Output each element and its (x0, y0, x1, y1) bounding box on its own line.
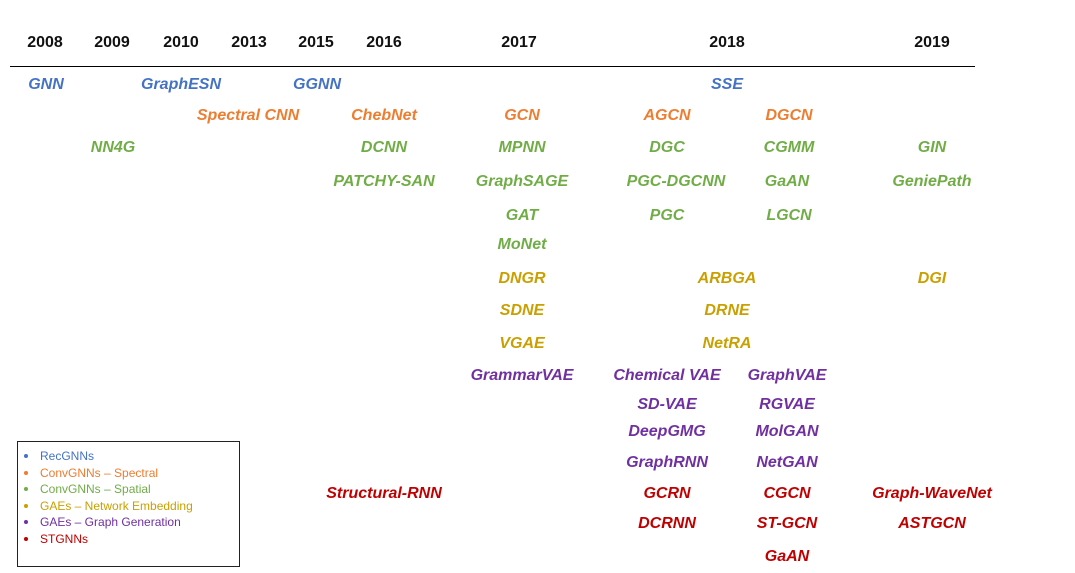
legend-label: GAEs – Graph Generation (40, 515, 181, 530)
model-label-gcn: GCN (504, 107, 540, 124)
legend-bullet-icon (24, 520, 28, 525)
model-label-pgc-dgcnn: PGC-DGCNN (626, 173, 726, 190)
legend-bullet-icon (24, 454, 28, 459)
model-label-ggnn: GGNN (293, 76, 341, 93)
year-label-2013: 2013 (231, 34, 267, 51)
legend-bullet-icon (24, 470, 28, 475)
model-label-nn4g: NN4G (90, 139, 136, 156)
model-label-dgi: DGI (917, 270, 947, 287)
legend-label: RecGNNs (40, 449, 95, 464)
year-label-2008: 2008 (27, 34, 63, 51)
model-label-drne: DRNE (704, 302, 750, 319)
model-label-dcrnn: DCRNN (638, 515, 696, 532)
model-label-deepgmg: DeepGMG (628, 423, 706, 440)
model-label-molgan: MolGAN (755, 423, 819, 440)
model-label-dgc: DGC (649, 139, 685, 156)
model-label-chebnet: ChebNet (351, 107, 417, 124)
legend-label: ConvGNNs – Spatial (40, 482, 151, 497)
model-label-netra: NetRA (702, 335, 752, 352)
model-label-rgvae: RGVAE (759, 396, 815, 413)
model-label-netgan: NetGAN (756, 454, 818, 471)
model-label-cgcn: CGCN (763, 485, 811, 502)
model-label-astgcn: ASTGCN (898, 515, 966, 532)
model-label-patchy-san: PATCHY-SAN (333, 173, 435, 190)
model-label-sse: SSE (710, 76, 744, 93)
model-label-dcnn: DCNN (360, 139, 408, 156)
model-label-sd-vae: SD-VAE (637, 396, 697, 413)
model-label-graphvae: GraphVAE (747, 367, 827, 384)
model-label-graph-wavenet: Graph-WaveNet (872, 485, 992, 502)
legend: RecGNNs ConvGNNs – Spectral ConvGNNs – Spa… (17, 441, 240, 567)
model-label-graphsage: GraphSAGE (475, 173, 569, 190)
model-label-dngr: DNGR (498, 270, 546, 287)
year-label-2010: 2010 (163, 34, 199, 51)
legend-item: GAEs – Network Embedding (24, 498, 239, 515)
model-label-gaan: GaAN (764, 548, 810, 565)
model-label-graphrnn: GraphRNN (626, 454, 708, 471)
legend-label: ConvGNNs – Spectral (40, 465, 159, 480)
model-label-geniepath: GeniePath (892, 173, 972, 190)
year-label-2015: 2015 (298, 34, 334, 51)
legend-label: STGNNs (40, 531, 88, 546)
model-label-gat: GAT (505, 207, 539, 224)
legend-bullet-icon (24, 487, 28, 492)
model-label-gnn: GNN (28, 76, 64, 93)
legend-bullet-icon (24, 503, 28, 508)
year-label-2016: 2016 (366, 34, 402, 51)
model-label-gaan: GaAN (764, 173, 810, 190)
legend-item: RecGNNs (24, 448, 239, 465)
model-label-pgc: PGC (649, 207, 685, 224)
legend-item: ConvGNNs – Spatial (24, 481, 239, 498)
model-label-sdne: SDNE (499, 302, 545, 319)
legend-item: GAEs – Graph Generation (24, 514, 239, 531)
model-label-gcrn: GCRN (643, 485, 691, 502)
model-label-dgcn: DGCN (765, 107, 813, 124)
model-label-gin: GIN (917, 139, 947, 156)
model-label-agcn: AGCN (643, 107, 691, 124)
timeline-axis-line (10, 66, 975, 67)
legend-bullet-icon (24, 536, 28, 541)
year-label-2018: 2018 (709, 34, 745, 51)
model-label-cgmm: CGMM (763, 139, 815, 156)
model-label-grammarvae: GrammarVAE (470, 367, 574, 384)
model-label-structural-rnn: Structural-RNN (326, 485, 442, 502)
model-label-lgcn: LGCN (766, 207, 812, 224)
model-label-st-gcn: ST-GCN (756, 515, 818, 532)
model-label-vgae: VGAE (499, 335, 545, 352)
legend-label: GAEs – Network Embedding (40, 498, 193, 513)
model-label-chemical-vae: Chemical VAE (613, 367, 721, 384)
model-label-graphesn: GraphESN (140, 76, 222, 93)
model-label-mpnn: MPNN (498, 139, 546, 156)
year-label-2009: 2009 (94, 34, 130, 51)
model-label-monet: MoNet (497, 236, 547, 253)
model-label-arbga: ARBGA (697, 270, 757, 287)
model-label-spectral-cnn: Spectral CNN (196, 107, 300, 124)
legend-item: STGNNs (24, 531, 239, 548)
year-label-2019: 2019 (914, 34, 950, 51)
year-label-2017: 2017 (501, 34, 537, 51)
legend-item: ConvGNNs – Spectral (24, 465, 239, 482)
